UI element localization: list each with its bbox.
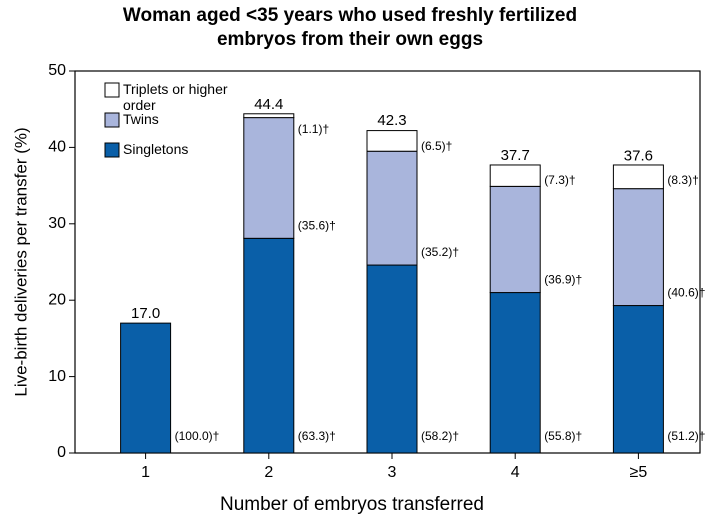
total-label: 42.3 [377, 112, 406, 129]
share-label: (63.3)† [298, 429, 336, 443]
y-axis-label: Live-birth deliveries per transfer (%) [11, 127, 30, 396]
y-tick-label: 30 [48, 215, 66, 232]
legend-swatch [104, 82, 120, 98]
share-label: (40.6)† [667, 286, 705, 300]
chart-title: Woman aged <35 years who used freshly fe… [122, 5, 578, 50]
bar-segment [612, 188, 664, 307]
share-label: (36.9)† [544, 273, 582, 287]
bar-segment [612, 164, 664, 190]
bar-segment [612, 305, 664, 454]
bar-segment [366, 264, 418, 454]
legend-swatch [104, 112, 120, 128]
legend-label: Twins [123, 111, 159, 127]
legend-item: Twins [123, 111, 159, 127]
total-label: 17.0 [131, 305, 160, 322]
share-label: (35.2)† [421, 245, 459, 259]
bar-segment [366, 150, 418, 266]
total-label: 44.4 [254, 96, 283, 113]
share-label: (51.2)† [667, 429, 705, 443]
bar-segment [120, 322, 172, 454]
bar-segment [489, 185, 541, 294]
legend-swatch [104, 142, 120, 158]
total-label: 37.6 [624, 148, 653, 165]
share-label: (58.2)† [421, 429, 459, 443]
legend-label: Singletons [123, 141, 189, 157]
x-axis-label: Number of embryos transferred [220, 494, 484, 515]
y-tick-label: 40 [48, 139, 66, 156]
total-label: 37.7 [501, 147, 530, 164]
x-tick-label: 2 [264, 464, 273, 481]
y-tick-label: 20 [48, 291, 66, 308]
bar-segment [243, 237, 295, 454]
x-tick-label: 4 [511, 464, 520, 481]
bar-segment [366, 130, 418, 152]
share-label: (55.8)† [544, 429, 582, 443]
share-label: (7.3)† [544, 173, 575, 187]
legend-item: Triplets or higher order [123, 81, 228, 113]
share-label: (6.5)† [421, 139, 452, 153]
legend-item: Singletons [123, 141, 189, 157]
y-tick-label: 0 [57, 444, 66, 461]
share-label: (35.6)† [298, 218, 336, 232]
y-tick-label: 10 [48, 368, 66, 385]
share-label: (8.3)† [667, 173, 698, 187]
bar-segment [489, 164, 541, 187]
legend-label: Triplets or higher order [123, 81, 228, 113]
bar-segment [489, 292, 541, 454]
x-tick-label: 3 [388, 464, 397, 481]
bar-segment [243, 117, 295, 239]
y-tick-label: 50 [48, 62, 66, 79]
x-tick-label: ≥5 [630, 464, 648, 481]
bar-segment [243, 113, 295, 119]
share-label: (100.0)† [175, 429, 220, 443]
share-label: (1.1)† [298, 122, 329, 136]
x-tick-label: 1 [141, 464, 150, 481]
